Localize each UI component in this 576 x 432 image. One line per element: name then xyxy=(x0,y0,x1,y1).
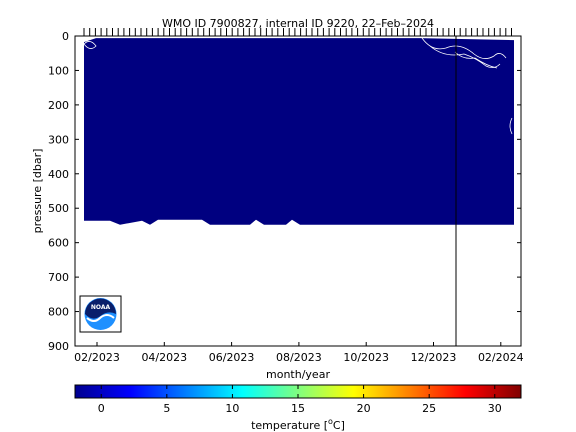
x-axis-label: month/year xyxy=(266,368,330,381)
y-tick-label: 400 xyxy=(48,168,69,181)
colorbar-tick-label: 20 xyxy=(357,402,371,415)
plot-area: 0 100 200 300 400 500 600 700 800 900 02/2023 04/2… xyxy=(48,28,524,364)
x-tick-label: 06/2023 xyxy=(209,351,255,364)
contour-lines xyxy=(83,37,513,135)
x-tick-label: 10/2023 xyxy=(343,351,389,364)
colorbar-tick-label: 15 xyxy=(291,402,305,415)
colorbar-label: temperature [oC] xyxy=(251,417,345,432)
plot-frame xyxy=(74,35,522,347)
x-tick-label: 04/2023 xyxy=(141,351,187,364)
colorbar-tick-label: 30 xyxy=(488,402,502,415)
y-tick-label: 200 xyxy=(48,99,69,112)
y-axis: 0 100 200 300 400 500 600 700 800 900 xyxy=(48,30,521,353)
x-tick-label: 12/2023 xyxy=(411,351,457,364)
colorbar-tick-label: 25 xyxy=(422,402,436,415)
y-axis-label: pressure [dbar] xyxy=(31,149,44,234)
noaa-logo: NOAA xyxy=(79,295,122,333)
colorbar-ticks: 0 5 10 15 20 25 30 xyxy=(98,385,502,415)
temperature-field xyxy=(84,38,514,225)
y-tick-label: 300 xyxy=(48,133,69,146)
colorbar-label-prefix: temperature [ xyxy=(251,419,328,432)
x-axis: 02/2023 04/2023 06/2023 08/2023 10/2023 12/20… xyxy=(74,342,524,364)
y-tick-label: 0 xyxy=(62,30,69,43)
y-tick-label: 500 xyxy=(48,202,69,215)
colorbar-label-suffix: C] xyxy=(333,419,345,432)
noaa-logo-text: NOAA xyxy=(91,304,111,311)
colorbar-tick-label: 10 xyxy=(225,402,239,415)
colorbar-tick-label: 0 xyxy=(98,402,105,415)
x-tick-label: 02/2023 xyxy=(74,351,120,364)
x-tick-label: 08/2023 xyxy=(276,351,322,364)
chart-title: WMO ID 7900827, internal ID 9220, 22–Feb… xyxy=(162,17,434,30)
profile-time-ticks xyxy=(83,28,512,36)
y-tick-label: 900 xyxy=(48,340,69,353)
x-tick-label: 02/2024 xyxy=(478,351,524,364)
y-tick-label: 700 xyxy=(48,271,69,284)
colorbar-label-degree: o xyxy=(328,417,333,426)
y-tick-label: 800 xyxy=(48,306,69,319)
y-tick-label: 600 xyxy=(48,237,69,250)
colorbar-tick-label: 5 xyxy=(163,402,170,415)
y-tick-label: 100 xyxy=(48,64,69,77)
colorbar: 0 5 10 15 20 25 30 temperature [oC] xyxy=(74,384,522,432)
